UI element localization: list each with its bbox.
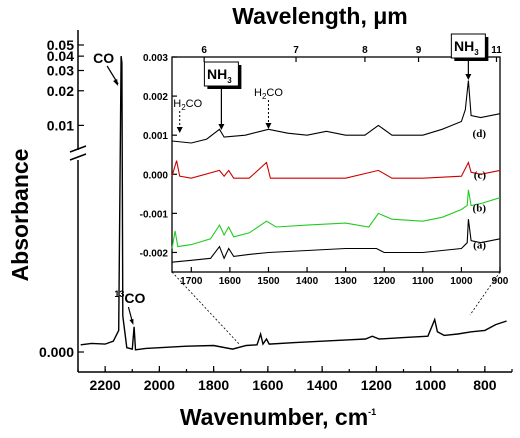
inset-series-label: (b) — [473, 203, 487, 215]
y-axis-title: Absorbance — [7, 149, 33, 282]
inset-connector-right — [469, 271, 501, 316]
main-spectrum-line — [80, 56, 507, 351]
co13-arrow-head — [129, 319, 134, 325]
main-x-tick-label: 1200 — [361, 377, 392, 393]
main-y-tick-label: 0.01 — [47, 117, 74, 133]
nh3-label: NH3 — [454, 38, 479, 57]
h2co-label: H2CO — [254, 87, 283, 101]
inset-series-label: (d) — [473, 128, 487, 140]
x-axis-title: Wavenumber, cm-1 — [180, 404, 376, 430]
inset-panel — [171, 56, 501, 273]
axis-break-mark — [69, 145, 87, 153]
inset-ticks: 1700 1600 1500 1400 1300 1200 1100 1000 900 0.003… — [140, 45, 509, 287]
inset-y-tick-label: 0.000 — [143, 170, 168, 181]
main-x-tick-label: 1800 — [198, 377, 229, 393]
axis-break-mark — [69, 153, 87, 161]
main-x-tick-label: 800 — [473, 377, 497, 393]
co13-label: 13CO — [114, 289, 145, 306]
inset-top-tick-label: 11 — [491, 45, 502, 56]
co-arrow-head — [113, 79, 119, 86]
inset-x-tick-label: 1200 — [373, 276, 396, 287]
inset-series-label: (c) — [474, 169, 487, 181]
inset-y-tick-label: 0.002 — [143, 92, 168, 103]
nh3-arrow-head — [218, 124, 225, 130]
inset-spectrum-line — [171, 160, 501, 179]
main-annotations: CO 13CO — [93, 50, 146, 325]
inset-connector-left — [171, 271, 241, 346]
inset-y-tick-label: -0.001 — [140, 209, 169, 220]
main-y-tick-label: 0.03 — [47, 63, 74, 79]
main-x-tick-label: 1400 — [307, 377, 338, 393]
inset-y-tick-label: -0.002 — [140, 248, 169, 259]
inset-y-tick-label: 0.001 — [143, 131, 168, 142]
inset-x-tick-label: 1600 — [219, 276, 242, 287]
inset-frame — [171, 56, 501, 273]
inset-x-tick-label: 900 — [492, 276, 509, 287]
h2co-arrow-head — [176, 127, 183, 133]
main-x-tick-label: 2000 — [144, 377, 175, 393]
nh3-arrow-head — [465, 74, 472, 80]
h2co-label: H2CO — [173, 98, 202, 112]
main-x-tick-label: 1600 — [252, 377, 283, 393]
main-y-tick-label: 0.05 — [47, 37, 74, 53]
main-y-tick-label: 0.000 — [39, 344, 74, 360]
inset-top-tick-label: 9 — [416, 45, 422, 56]
inset-spectrum-line — [171, 189, 501, 249]
inset-top-tick-label: 6 — [201, 45, 207, 56]
inset-series: (d) (c) (b) (a) — [171, 80, 501, 263]
inset-x-tick-label: 1000 — [450, 276, 473, 287]
top-axis-title: Wavelength, μm — [232, 3, 408, 29]
inset-spectrum-line — [171, 80, 501, 144]
inset-top-tick-label: 8 — [362, 45, 368, 56]
main-x-tick-label: 1000 — [415, 377, 446, 393]
inset-x-tick-label: 1100 — [412, 276, 434, 287]
inset-series-label: (a) — [473, 240, 486, 252]
inset-y-tick-label: 0.003 — [143, 53, 168, 64]
h2co-arrow-head — [265, 123, 272, 129]
inset-spectrum-line — [171, 219, 501, 263]
inset-x-tick-label: 1400 — [296, 276, 319, 287]
main-y-tick-label: 0.04 — [47, 48, 74, 64]
inset-x-tick-label: 1300 — [335, 276, 358, 287]
inset-x-tick-label: 1700 — [180, 276, 203, 287]
inset-x-tick-label: 1500 — [257, 276, 280, 287]
main-x-tick-label: 2200 — [90, 377, 121, 393]
nh3-label: NH3 — [207, 66, 232, 85]
nh3-box — [203, 61, 239, 87]
main-y-tick-label: 0.02 — [47, 83, 74, 99]
inset-annotations: NH3 NH3 H2CO H2CO — [173, 33, 489, 133]
co-label: CO — [93, 50, 114, 66]
nh3-box — [450, 33, 486, 59]
main-ticks: 2200 2000 1800 1600 1400 1200 1000 8000.050.040… — [39, 37, 513, 393]
inset-top-tick-label: 7 — [293, 45, 299, 56]
main-series — [80, 56, 507, 351]
